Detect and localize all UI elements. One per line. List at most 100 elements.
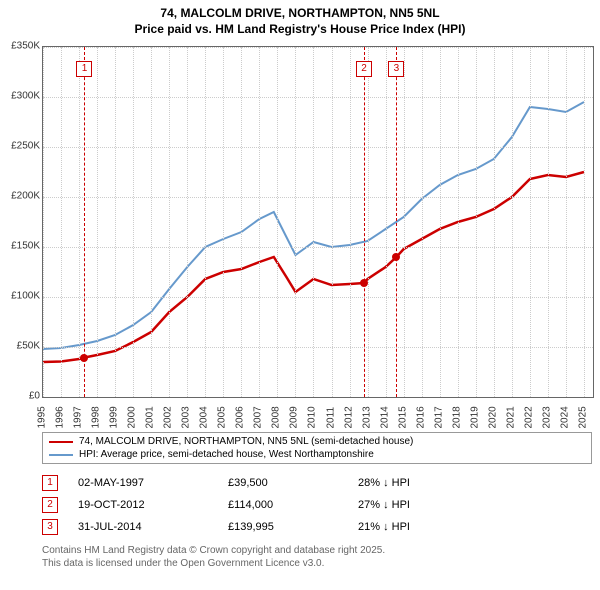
y-axis-label: £0 bbox=[0, 391, 40, 402]
gridline-v bbox=[223, 47, 224, 397]
gridline-v bbox=[422, 47, 423, 397]
x-axis-label: 2001 bbox=[145, 411, 156, 429]
sale-marker-line bbox=[84, 47, 85, 397]
y-axis-label: £300K bbox=[0, 91, 40, 102]
x-axis-label: 2016 bbox=[415, 411, 426, 429]
x-axis-label: 2000 bbox=[127, 411, 138, 429]
attribution: Contains HM Land Registry data © Crown c… bbox=[42, 544, 385, 570]
gridline-v bbox=[61, 47, 62, 397]
sale-marker-line bbox=[364, 47, 365, 397]
x-axis-label: 2025 bbox=[577, 411, 588, 429]
gridline-v bbox=[440, 47, 441, 397]
gridline-v bbox=[332, 47, 333, 397]
sales-table: 102-MAY-1997£39,50028% ↓ HPI219-OCT-2012… bbox=[42, 472, 478, 538]
x-axis-label: 2006 bbox=[235, 411, 246, 429]
x-axis-label: 2011 bbox=[325, 411, 336, 429]
legend: 74, MALCOLM DRIVE, NORTHAMPTON, NN5 5NL … bbox=[42, 432, 592, 464]
gridline-v bbox=[151, 47, 152, 397]
gridline-v bbox=[79, 47, 80, 397]
gridline-v bbox=[277, 47, 278, 397]
legend-row: HPI: Average price, semi-detached house,… bbox=[43, 448, 591, 461]
gridline-v bbox=[259, 47, 260, 397]
sales-row: 331-JUL-2014£139,99521% ↓ HPI bbox=[42, 516, 478, 538]
plot-svg bbox=[43, 47, 593, 397]
x-axis-label: 2021 bbox=[505, 411, 516, 429]
gridline-v bbox=[350, 47, 351, 397]
gridline-h bbox=[43, 97, 593, 98]
gridline-v bbox=[548, 47, 549, 397]
gridline-v bbox=[458, 47, 459, 397]
y-axis-label: £50K bbox=[0, 341, 40, 352]
gridline-h bbox=[43, 47, 593, 48]
attribution-line2: This data is licensed under the Open Gov… bbox=[42, 557, 385, 570]
x-axis-label: 2007 bbox=[253, 411, 264, 429]
chart-area: 123 bbox=[42, 46, 594, 398]
gridline-v bbox=[368, 47, 369, 397]
legend-swatch bbox=[49, 454, 73, 456]
legend-row: 74, MALCOLM DRIVE, NORTHAMPTON, NN5 5NL … bbox=[43, 435, 591, 448]
sales-marker: 1 bbox=[42, 475, 58, 491]
gridline-h bbox=[43, 347, 593, 348]
sales-date: 31-JUL-2014 bbox=[78, 521, 228, 533]
x-axis-label: 2012 bbox=[343, 411, 354, 429]
title-line2: Price paid vs. HM Land Registry's House … bbox=[0, 22, 600, 38]
sales-diff: 27% ↓ HPI bbox=[358, 499, 478, 511]
x-axis-label: 2003 bbox=[181, 411, 192, 429]
gridline-v bbox=[530, 47, 531, 397]
gridline-v bbox=[404, 47, 405, 397]
sale-marker-line bbox=[396, 47, 397, 397]
gridline-h bbox=[43, 297, 593, 298]
gridline-v bbox=[205, 47, 206, 397]
sales-price: £114,000 bbox=[228, 499, 358, 511]
sales-date: 19-OCT-2012 bbox=[78, 499, 228, 511]
gridline-h bbox=[43, 247, 593, 248]
x-axis-label: 2019 bbox=[469, 411, 480, 429]
x-axis-label: 2015 bbox=[397, 411, 408, 429]
gridline-v bbox=[115, 47, 116, 397]
sale-marker-box: 3 bbox=[388, 61, 404, 77]
x-axis-label: 2008 bbox=[271, 411, 282, 429]
gridline-v bbox=[295, 47, 296, 397]
gridline-v bbox=[169, 47, 170, 397]
sales-marker: 2 bbox=[42, 497, 58, 513]
gridline-v bbox=[566, 47, 567, 397]
x-axis-label: 1996 bbox=[55, 411, 66, 429]
chart-title: 74, MALCOLM DRIVE, NORTHAMPTON, NN5 5NL … bbox=[0, 0, 600, 37]
gridline-v bbox=[584, 47, 585, 397]
x-axis-label: 1999 bbox=[109, 411, 120, 429]
y-axis-label: £150K bbox=[0, 241, 40, 252]
gridline-v bbox=[476, 47, 477, 397]
sale-marker-box: 1 bbox=[76, 61, 92, 77]
sales-marker: 3 bbox=[42, 519, 58, 535]
gridline-h bbox=[43, 147, 593, 148]
sale-point bbox=[80, 354, 88, 362]
y-axis-label: £200K bbox=[0, 191, 40, 202]
sales-date: 02-MAY-1997 bbox=[78, 477, 228, 489]
x-axis-label: 2009 bbox=[289, 411, 300, 429]
x-axis-label: 2010 bbox=[307, 411, 318, 429]
gridline-v bbox=[97, 47, 98, 397]
x-axis-label: 2013 bbox=[361, 411, 372, 429]
y-axis-label: £350K bbox=[0, 41, 40, 52]
gridline-v bbox=[43, 47, 44, 397]
x-axis-label: 2020 bbox=[487, 411, 498, 429]
gridline-v bbox=[313, 47, 314, 397]
y-axis-label: £100K bbox=[0, 291, 40, 302]
legend-label: HPI: Average price, semi-detached house,… bbox=[79, 449, 374, 460]
gridline-v bbox=[386, 47, 387, 397]
x-axis-label: 2023 bbox=[541, 411, 552, 429]
x-axis-label: 2005 bbox=[217, 411, 228, 429]
gridline-h bbox=[43, 197, 593, 198]
gridline-v bbox=[241, 47, 242, 397]
gridline-v bbox=[187, 47, 188, 397]
x-axis-label: 2004 bbox=[199, 411, 210, 429]
sales-price: £139,995 bbox=[228, 521, 358, 533]
y-axis-label: £250K bbox=[0, 141, 40, 152]
legend-swatch bbox=[49, 441, 73, 443]
sale-point bbox=[392, 253, 400, 261]
x-axis-label: 2017 bbox=[433, 411, 444, 429]
x-axis-label: 2014 bbox=[379, 411, 390, 429]
x-axis-label: 1995 bbox=[37, 411, 48, 429]
x-axis-label: 2022 bbox=[523, 411, 534, 429]
x-axis-label: 1997 bbox=[73, 411, 84, 429]
